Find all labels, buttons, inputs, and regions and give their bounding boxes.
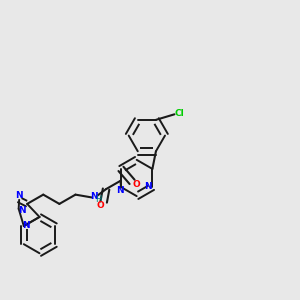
Text: N: N	[144, 182, 152, 190]
Text: N: N	[90, 192, 98, 201]
Text: N: N	[15, 191, 23, 200]
Text: O: O	[97, 200, 105, 209]
Text: Cl: Cl	[175, 109, 185, 118]
Text: H: H	[96, 195, 102, 204]
Text: O: O	[132, 180, 140, 189]
Text: N: N	[22, 220, 30, 230]
Text: N: N	[116, 186, 123, 195]
Text: N: N	[18, 206, 26, 215]
